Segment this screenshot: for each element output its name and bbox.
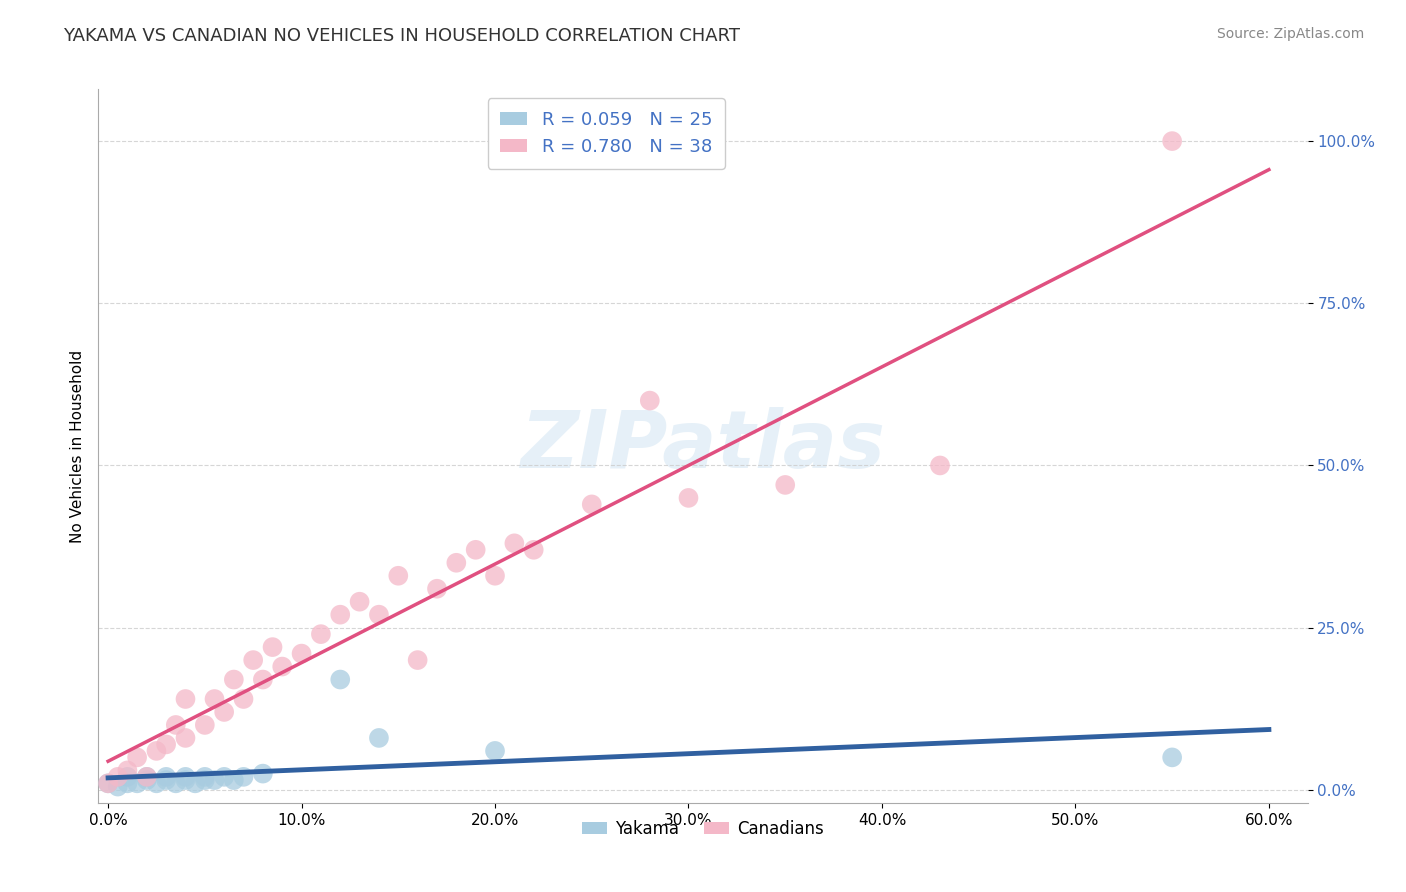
Point: [446, 556, 468, 570]
Point: [97, 776, 120, 790]
Point: [155, 738, 177, 752]
Point: [174, 773, 197, 788]
Text: ZIPatlas: ZIPatlas: [520, 407, 886, 485]
Point: [252, 673, 274, 687]
Point: [329, 673, 352, 687]
Point: [174, 692, 197, 706]
Point: [271, 659, 294, 673]
Point: [165, 776, 187, 790]
Point: [117, 770, 139, 784]
Point: [174, 731, 197, 745]
Point: [484, 744, 506, 758]
Point: [464, 542, 486, 557]
Legend: Yakama, Canadians: Yakama, Canadians: [575, 814, 831, 845]
Point: [290, 647, 312, 661]
Point: [368, 607, 391, 622]
Point: [127, 776, 149, 790]
Point: [262, 640, 284, 654]
Point: [145, 776, 167, 790]
Point: [523, 542, 546, 557]
Point: [204, 773, 226, 788]
Point: [638, 393, 661, 408]
Point: [222, 673, 245, 687]
Point: [426, 582, 449, 596]
Point: [1161, 134, 1184, 148]
Point: [1161, 750, 1184, 764]
Point: [503, 536, 526, 550]
Point: [155, 773, 177, 788]
Point: [135, 770, 157, 784]
Point: [165, 718, 187, 732]
Point: [232, 692, 254, 706]
Point: [242, 653, 264, 667]
Point: [773, 478, 796, 492]
Point: [368, 731, 391, 745]
Point: [309, 627, 332, 641]
Point: [387, 568, 409, 582]
Point: [204, 692, 226, 706]
Text: Source: ZipAtlas.com: Source: ZipAtlas.com: [1216, 27, 1364, 41]
Point: [929, 458, 952, 473]
Text: YAKAMA VS CANADIAN NO VEHICLES IN HOUSEHOLD CORRELATION CHART: YAKAMA VS CANADIAN NO VEHICLES IN HOUSEH…: [63, 27, 741, 45]
Point: [581, 497, 603, 511]
Point: [194, 773, 217, 788]
Point: [127, 750, 149, 764]
Point: [329, 607, 352, 622]
Point: [212, 705, 235, 719]
Point: [117, 764, 139, 778]
Point: [174, 770, 197, 784]
Point: [194, 718, 217, 732]
Point: [232, 770, 254, 784]
Point: [135, 770, 157, 784]
Point: [252, 766, 274, 780]
Point: [678, 491, 700, 505]
Point: [155, 770, 177, 784]
Point: [222, 773, 245, 788]
Point: [97, 776, 120, 790]
Y-axis label: No Vehicles in Household: No Vehicles in Household: [69, 350, 84, 542]
Point: [145, 744, 167, 758]
Point: [117, 776, 139, 790]
Point: [184, 776, 207, 790]
Point: [349, 595, 371, 609]
Point: [107, 770, 129, 784]
Point: [212, 770, 235, 784]
Point: [107, 780, 129, 794]
Point: [194, 770, 217, 784]
Point: [484, 568, 506, 582]
Point: [406, 653, 429, 667]
Point: [135, 773, 157, 788]
